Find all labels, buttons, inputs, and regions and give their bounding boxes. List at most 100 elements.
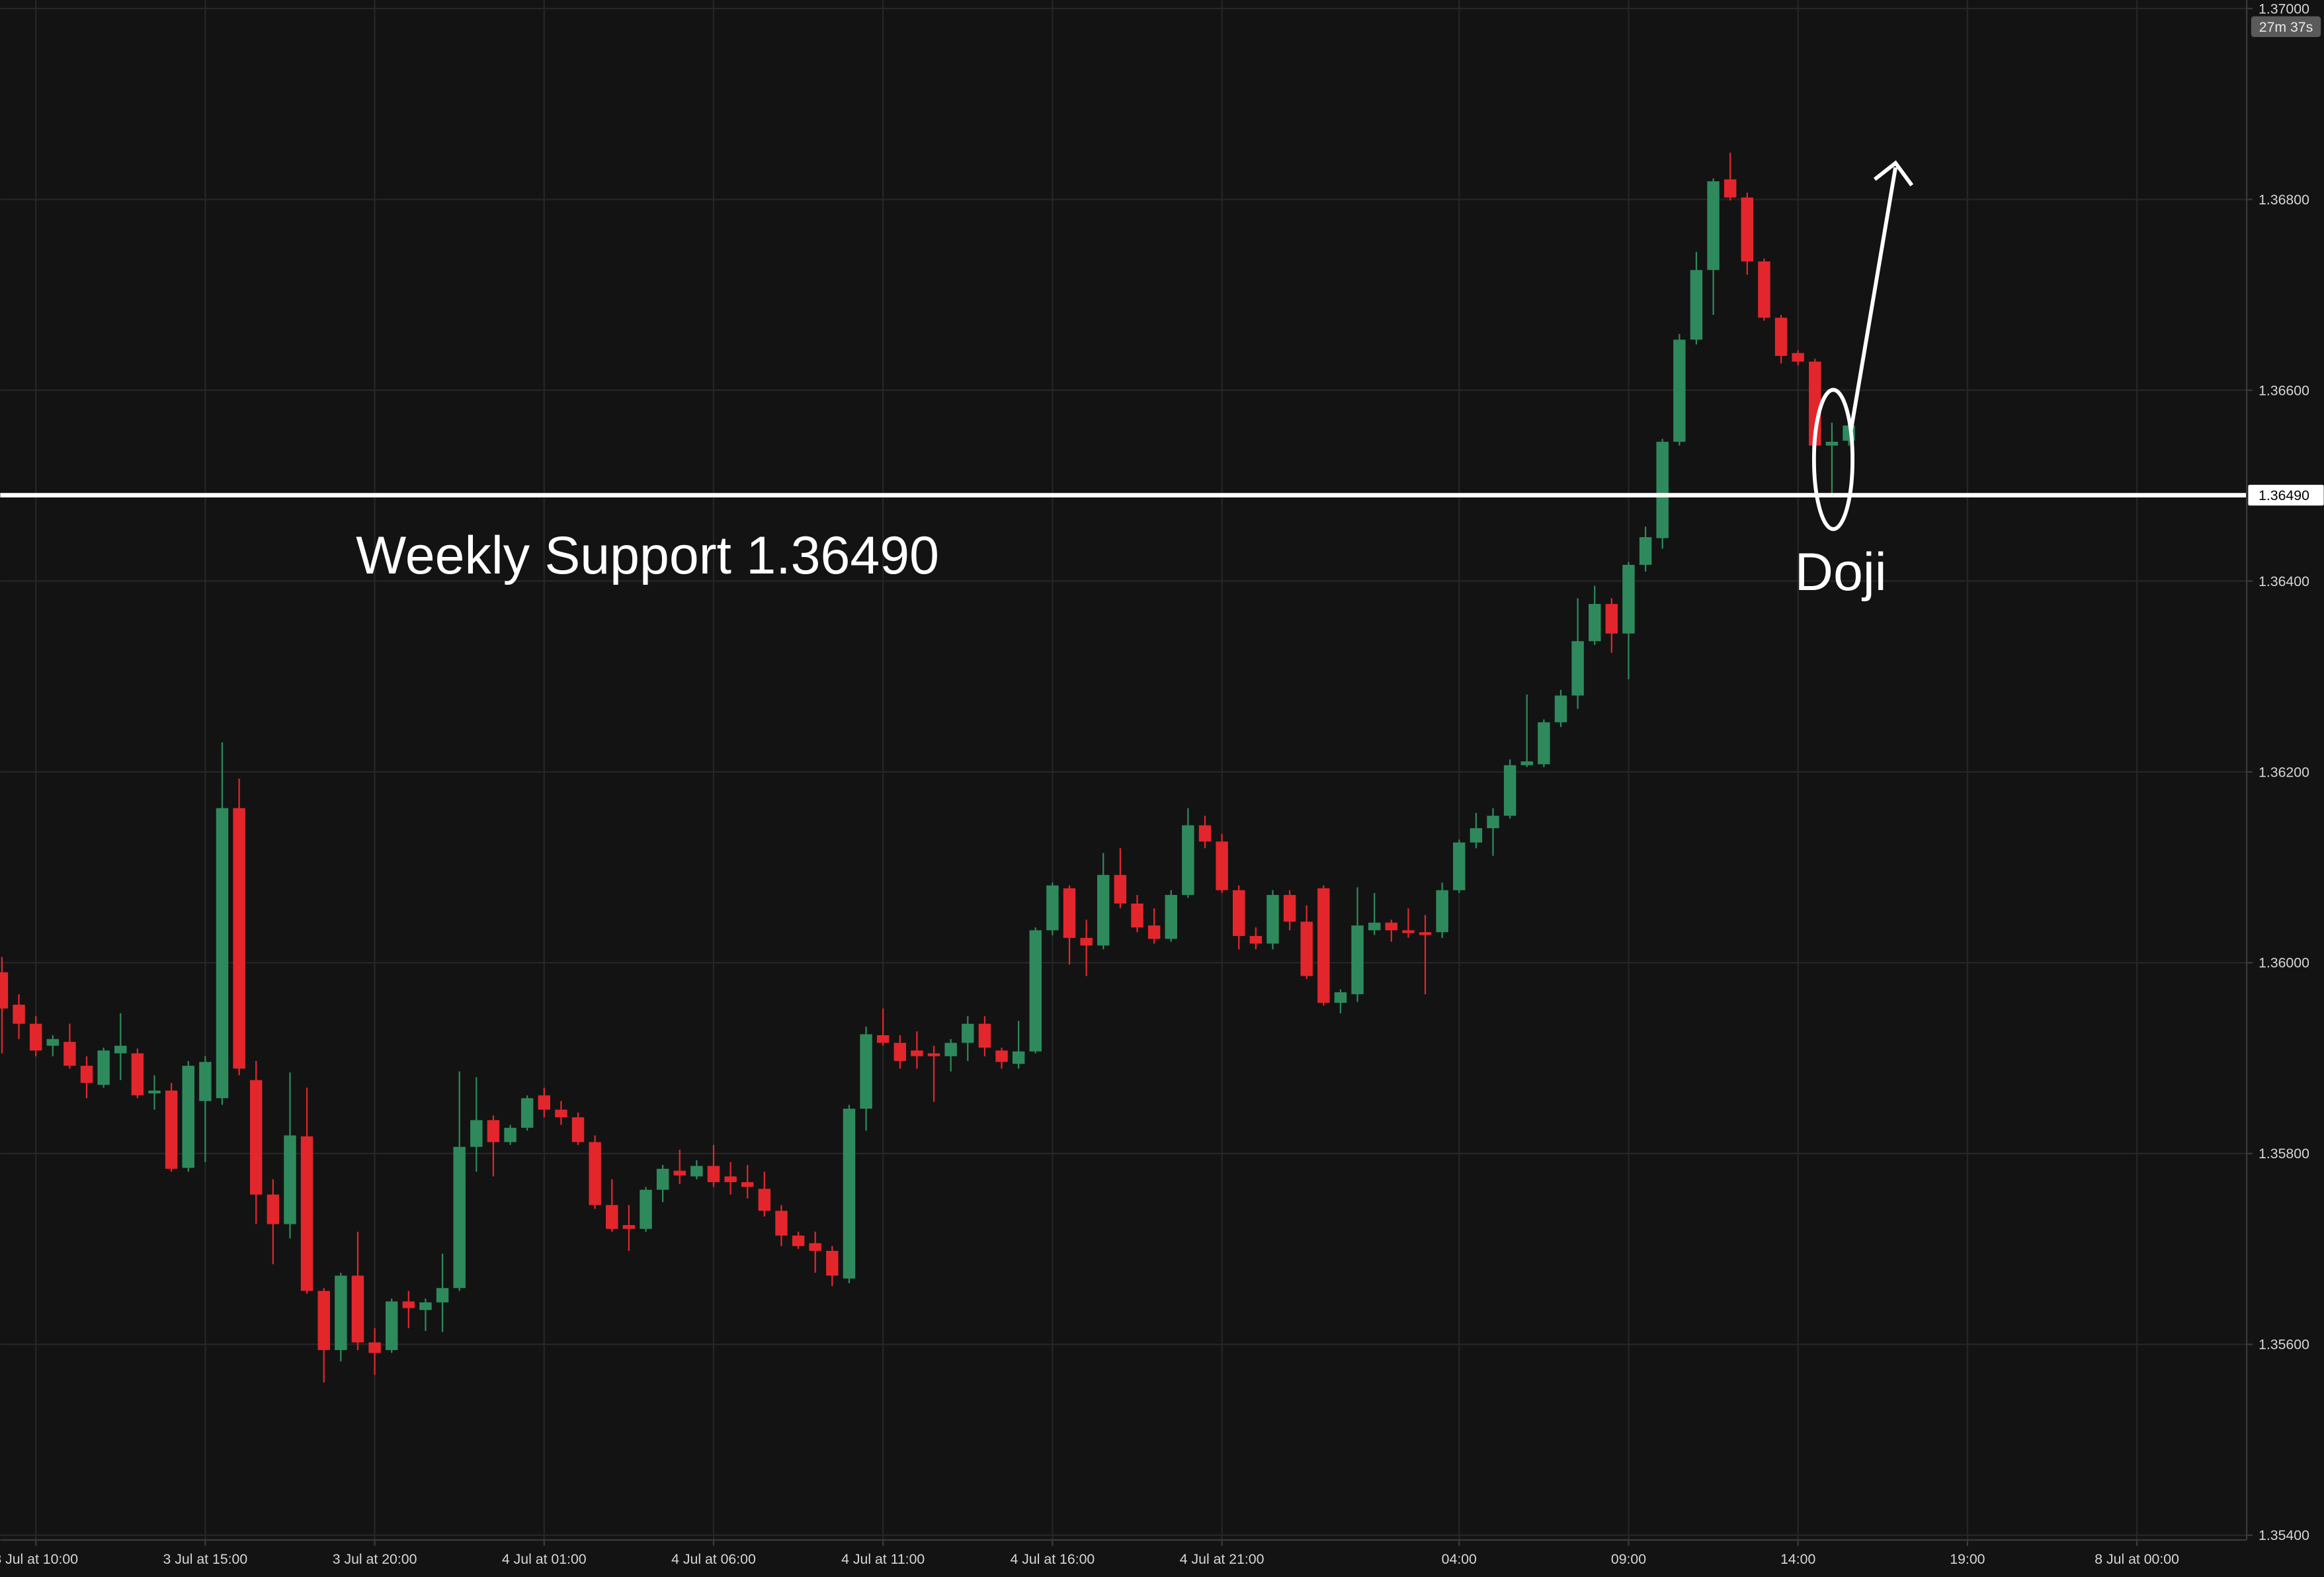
candle-body bbox=[538, 1095, 551, 1110]
candle-body bbox=[1758, 261, 1770, 318]
candle-body bbox=[80, 1066, 93, 1084]
y-tick-label: 1.36800 bbox=[2259, 192, 2309, 208]
candle-body bbox=[724, 1176, 737, 1183]
candle-body bbox=[1334, 992, 1347, 1003]
candle-body bbox=[470, 1120, 483, 1147]
candle-body bbox=[1571, 641, 1584, 696]
candle-body bbox=[1690, 270, 1703, 340]
arrow-head bbox=[1873, 160, 1914, 187]
candle-body bbox=[419, 1302, 432, 1310]
y-tick-label: 1.36200 bbox=[2259, 764, 2309, 780]
candle-body bbox=[1131, 903, 1143, 927]
candle-body bbox=[1147, 925, 1161, 939]
candle-body bbox=[1554, 695, 1567, 722]
doji-ellipse bbox=[1811, 388, 1855, 531]
y-tick-label: 1.37000 bbox=[2259, 1, 2309, 17]
candle-body bbox=[233, 808, 245, 1069]
candle-body bbox=[1639, 537, 1652, 565]
candle-body bbox=[1792, 353, 1804, 362]
candle-body bbox=[1198, 825, 1212, 842]
annotation: Weekly Support 1.36490 bbox=[356, 526, 939, 585]
candle-body bbox=[436, 1288, 449, 1302]
x-tick-label: 4 Jul at 11:00 bbox=[841, 1551, 925, 1567]
candle-body bbox=[267, 1194, 280, 1224]
candle-body bbox=[893, 1043, 907, 1061]
candle-body bbox=[250, 1080, 263, 1195]
candle-body bbox=[1673, 339, 1686, 442]
candle-body bbox=[927, 1053, 940, 1056]
candle-body bbox=[826, 1250, 839, 1276]
x-tick-label: 4 Jul at 21:00 bbox=[1180, 1551, 1265, 1567]
grid bbox=[0, 0, 2247, 1540]
candle-body bbox=[1182, 825, 1194, 895]
candle-body bbox=[1300, 921, 1313, 976]
candle-body bbox=[351, 1275, 364, 1343]
candle-body bbox=[317, 1291, 330, 1350]
candle-body bbox=[368, 1342, 381, 1353]
candle-body bbox=[1114, 874, 1127, 904]
candle-body bbox=[284, 1135, 296, 1224]
x-tick-label: 4 Jul at 16:00 bbox=[1011, 1551, 1095, 1567]
candle-body bbox=[131, 1053, 144, 1095]
candle-body bbox=[0, 972, 9, 1009]
candle-body bbox=[1774, 318, 1788, 357]
candle-body bbox=[520, 1098, 534, 1128]
candle-body bbox=[29, 1023, 42, 1051]
candle-body bbox=[589, 1142, 601, 1205]
candle-body bbox=[63, 1042, 76, 1066]
candle-body bbox=[1538, 722, 1550, 765]
candle-body bbox=[1317, 888, 1330, 1003]
candle-body bbox=[1419, 932, 1432, 935]
candle-body bbox=[199, 1062, 212, 1101]
x-axis-panel bbox=[0, 1539, 2324, 1577]
candle-body bbox=[911, 1050, 923, 1056]
candle-body bbox=[962, 1023, 974, 1043]
candle-body bbox=[1046, 885, 1059, 931]
candle-body bbox=[402, 1301, 415, 1308]
price-tag-label: 1.36490 bbox=[2259, 488, 2309, 503]
candle-body bbox=[1622, 564, 1635, 634]
candle-body bbox=[1249, 935, 1263, 944]
annotation: Doji bbox=[1795, 542, 1887, 602]
candle-body bbox=[741, 1182, 754, 1187]
candle-body bbox=[1589, 604, 1601, 642]
candle-body bbox=[978, 1023, 991, 1048]
x-tick-label: 3 Jul at 15:00 bbox=[163, 1551, 248, 1567]
candle-body bbox=[1707, 181, 1720, 271]
candle-body bbox=[1741, 197, 1754, 262]
x-tick-label: 14:00 bbox=[1780, 1551, 1815, 1567]
countdown: 27m 37s bbox=[2259, 19, 2313, 35]
candle-body bbox=[148, 1090, 161, 1093]
candle-body bbox=[1097, 874, 1110, 946]
candle-body bbox=[707, 1166, 720, 1183]
candle-body bbox=[1436, 890, 1448, 933]
candle-body bbox=[555, 1109, 567, 1118]
candle-body bbox=[504, 1127, 517, 1142]
x-tick-label: 09:00 bbox=[1611, 1551, 1646, 1567]
y-tick-label: 1.36000 bbox=[2259, 955, 2309, 971]
candle-body bbox=[13, 1004, 25, 1024]
candles bbox=[0, 152, 1855, 1383]
candle-body bbox=[792, 1235, 805, 1246]
candle-body bbox=[1283, 894, 1296, 922]
candle-body bbox=[606, 1205, 618, 1229]
x-tick-label: 4 Jul at 06:00 bbox=[671, 1551, 756, 1567]
candle-body bbox=[622, 1225, 636, 1229]
candle-body bbox=[571, 1117, 585, 1142]
candle-body bbox=[809, 1243, 821, 1251]
candle-body bbox=[995, 1050, 1008, 1062]
candle-body bbox=[1080, 937, 1093, 946]
candle-body bbox=[1520, 761, 1533, 765]
candle-body bbox=[1165, 894, 1177, 939]
candle-body bbox=[216, 808, 229, 1099]
x-tick-label: 3 Jul at 20:00 bbox=[333, 1551, 417, 1567]
candle-body bbox=[1368, 922, 1381, 931]
candle-body bbox=[690, 1166, 703, 1177]
candle-body bbox=[1402, 930, 1415, 933]
arrow-shaft bbox=[1849, 167, 1897, 431]
candle-body bbox=[97, 1050, 110, 1085]
candle-body bbox=[1487, 816, 1499, 828]
candle-body bbox=[300, 1136, 313, 1291]
candle-body bbox=[114, 1045, 127, 1054]
